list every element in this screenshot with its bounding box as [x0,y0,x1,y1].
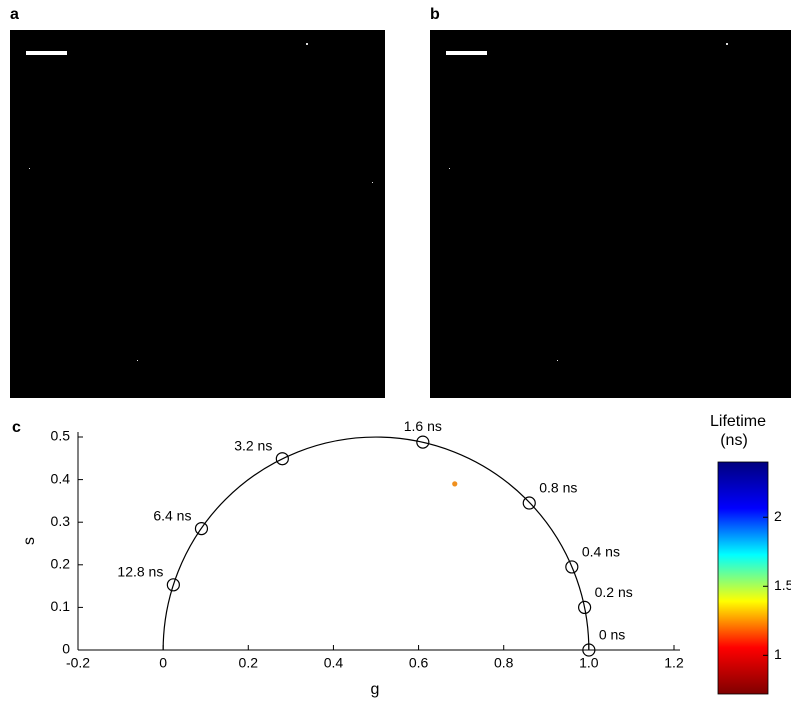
universal-circle [163,437,589,650]
reference-label: 1.6 ns [404,418,442,434]
image-b [430,30,791,398]
y-tick-label: 0.2 [51,556,71,572]
x-axis-label: g [371,681,380,698]
colorbar-title: (ns) [720,432,748,449]
y-axis-label: s [21,537,38,545]
y-tick-label: 0.3 [51,513,71,529]
y-tick-label: 0 [62,641,70,657]
reference-label: 3.2 ns [234,437,272,453]
image-a [10,30,385,398]
x-tick-label: -0.2 [66,655,90,671]
reference-label: 12.8 ns [117,564,163,580]
colorbar-tick-label: 2 [774,508,782,524]
x-tick-label: 1.0 [579,655,599,671]
reference-label: 0.2 ns [595,584,633,600]
colorbar [718,462,768,694]
measured-point [452,481,457,486]
reference-label: 6.4 ns [153,507,191,523]
scale-bar [446,51,487,55]
x-tick-label: 0.2 [239,655,259,671]
scale-bar [26,51,67,55]
x-tick-label: 1.2 [664,655,684,671]
reference-label: 0.4 ns [582,544,620,560]
x-tick-label: 0.6 [409,655,429,671]
y-tick-label: 0.1 [51,598,71,614]
y-tick-label: 0.4 [51,470,71,486]
reference-label: 0.8 ns [539,480,577,496]
colorbar-tick-label: 1.5 [774,577,791,593]
panel-label: b [430,6,440,23]
x-tick-label: 0.8 [494,655,514,671]
figure: a b c g s -0.200.20.40.60.81.01.200.10.2… [0,0,791,704]
x-tick-label: 0.4 [324,655,344,671]
reference-label: 0 ns [599,627,625,643]
colorbar-title: Lifetime [710,413,766,430]
panel-label: a [10,6,19,23]
y-tick-label: 0.5 [51,428,71,444]
panel-label: c [12,419,21,436]
colorbar-tick-label: 1 [774,646,782,662]
x-tick-label: 0 [159,655,167,671]
